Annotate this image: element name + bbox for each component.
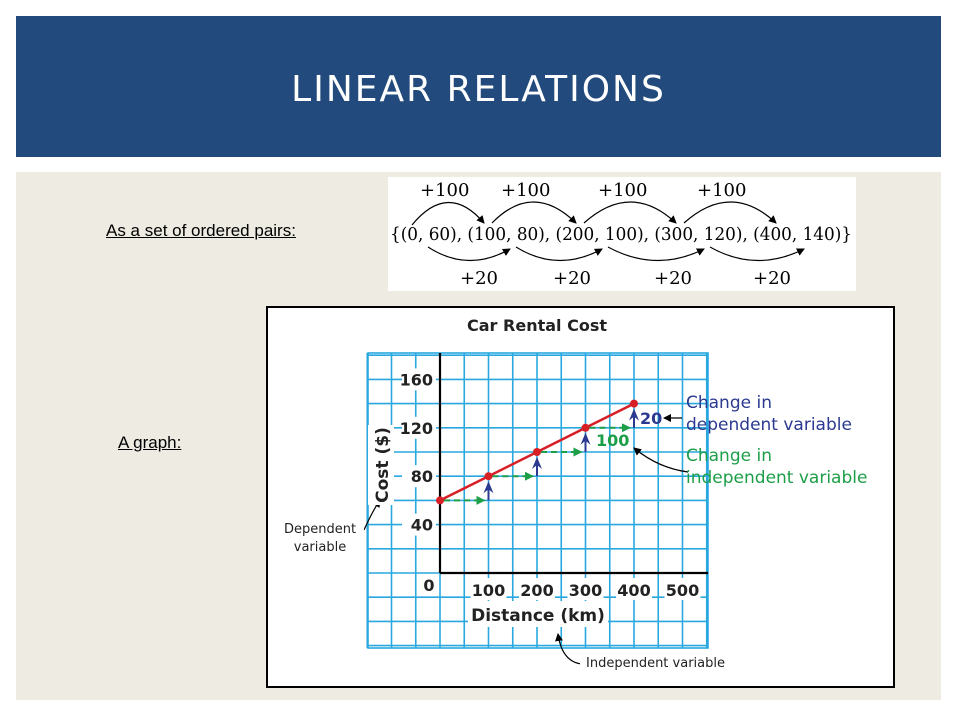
y-change-arrow-1 <box>427 246 511 262</box>
dependent-change-line1: Change in <box>686 393 772 413</box>
title-bar: LINEAR RELATIONS <box>16 16 941 157</box>
vertical-change-arrowhead <box>483 481 494 494</box>
ordered-pairs-panel: +100 +100 +100 +100 {(0, 60), (100, 80),… <box>388 177 856 291</box>
y-tick-label: 80 <box>411 467 433 486</box>
x-tick-label: 400 <box>617 581 650 600</box>
vertical-change-arrowhead <box>629 408 639 421</box>
y-tick-label: 40 <box>411 516 433 535</box>
dependent-change-line2: dependent variable <box>686 415 852 435</box>
chart-data-layer <box>436 399 638 505</box>
independent-change-line2: independent variable <box>686 468 867 488</box>
chart-labels: 100 200 300 400 500 40 80 120 160 0 Distance (km) C… <box>278 368 867 672</box>
x-axis-title: Distance (km) <box>471 606 605 626</box>
slide-title: LINEAR RELATIONS <box>291 69 666 110</box>
y-change-arrow-4 <box>709 246 805 262</box>
data-point <box>436 496 444 505</box>
y-tick-label-bg <box>402 465 436 488</box>
y-axis-title: Cost ($) <box>373 427 393 503</box>
chart-annotations <box>363 408 689 665</box>
ordered-pairs-diagram: +100 +100 +100 +100 {(0, 60), (100, 80),… <box>390 180 852 289</box>
data-point <box>484 472 493 481</box>
data-point <box>533 448 541 456</box>
y-change-arrow-2 <box>515 246 603 262</box>
y-change-label-1: +20 <box>460 268 498 289</box>
y-change-label-4: +20 <box>753 268 791 289</box>
x-change-arrow-3 <box>583 201 677 224</box>
x-tick-label-bg <box>470 578 507 600</box>
x-tick-label: 500 <box>666 581 699 600</box>
dependent-change-value: 20 <box>640 409 662 428</box>
x-change-arrow-1 <box>411 201 485 226</box>
data-point <box>630 399 638 408</box>
x-tick-label-bg <box>519 578 555 600</box>
x-tick-label: 100 <box>472 581 505 600</box>
dependent-variable-line1: Dependent <box>284 522 356 537</box>
x-tick-label-bg <box>616 578 652 600</box>
y-change-label-3: +20 <box>654 268 692 289</box>
independent-change-line1: Change in <box>686 446 772 466</box>
x-tick-label-bg <box>567 578 604 600</box>
dependent-variable-label-bg <box>278 518 364 558</box>
chart-title: Car Rental Cost <box>467 316 607 335</box>
y-tick-label-bg <box>402 368 436 391</box>
independent-variable-label: Independent variable <box>586 656 725 671</box>
y-axis-title-bg <box>368 425 394 505</box>
independent-change-value: 100 <box>596 431 629 450</box>
y-change-label-2: +20 <box>553 268 591 289</box>
x-change-label-1: +100 <box>420 180 469 201</box>
graph-label: A graph: <box>118 433 182 452</box>
y-change-arrow-3 <box>607 246 705 262</box>
ordered-pairs-label: As a set of ordered pairs: <box>106 221 296 240</box>
x-tick-label: 300 <box>569 581 602 600</box>
origin-label-bg <box>422 575 436 595</box>
car-rental-chart: Car Rental Cost 100 200 300 400 500408012016… <box>278 316 867 672</box>
independent-variable-pointer <box>555 633 583 665</box>
vertical-change-arrowhead <box>532 457 542 469</box>
ordered-pairs-set: {(0, 60), (100, 80), (200, 100), (300, 1… <box>390 224 852 245</box>
x-tick-label: 200 <box>520 581 553 600</box>
x-change-arrow-4 <box>683 201 777 224</box>
independent-variable-label-bg <box>580 650 740 672</box>
x-change-arrow-2 <box>491 201 577 224</box>
x-change-label-2: +100 <box>501 180 550 201</box>
y-tick-label: 160 <box>400 370 433 389</box>
vertical-change-arrowhead <box>580 432 591 445</box>
x-tick-label-bg <box>664 578 701 600</box>
data-point <box>581 423 590 432</box>
dependent-variable-line2: variable <box>294 540 346 555</box>
y-tick-label-bg <box>402 416 436 439</box>
x-change-label-3: +100 <box>598 180 647 201</box>
y-tick-label: 120 <box>400 419 433 438</box>
x-axis-title-bg <box>468 601 608 627</box>
independent-change-pointer <box>633 447 689 473</box>
y-tick-label-bg <box>402 513 436 536</box>
origin-label: 0 <box>423 576 434 595</box>
graph-panel: Car Rental Cost 100 200 300 400 500 40 80 120 16… <box>266 306 895 688</box>
chart-axes <box>438 353 708 575</box>
x-change-label-4: +100 <box>697 180 746 201</box>
